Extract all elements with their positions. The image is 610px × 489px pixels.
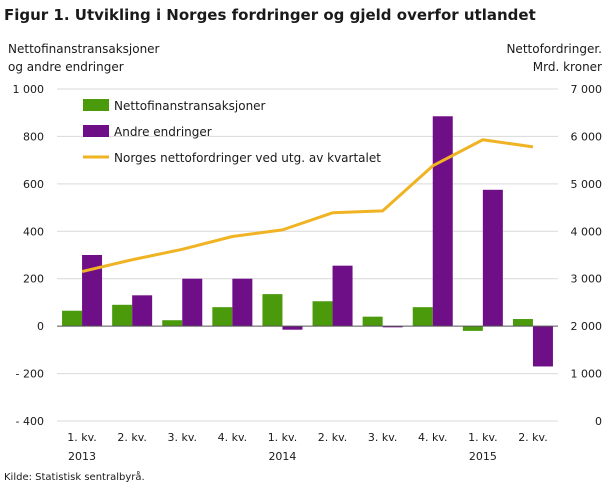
y-right-tick-label: 7 000 [571,83,603,96]
x-year-label: 2015 [469,450,497,463]
left-axis-title-line-1: Nettofinanstransaksjoner [8,42,160,56]
bar-other-changes [232,278,253,327]
left-axis-title: Nettofinanstransaksjoner og andre endrin… [8,40,160,76]
bar-other-changes [132,295,153,327]
x-quarter-label: 4. kv. [218,431,248,444]
right-axis-title-line-2: Mrd. kroner [532,60,602,74]
legend-swatch-other-changes [83,125,109,137]
bar-net-transactions [112,304,133,327]
x-quarter-label: 1. kv. [67,431,97,444]
bar-other-changes [432,116,453,327]
source-note: Kilde: Statistisk sentralbyrå. [4,472,145,483]
bar-net-transactions [362,316,383,327]
bar-other-changes [382,326,403,328]
bar-net-transactions [62,310,83,327]
y-left-tick-label: 600 [23,178,44,191]
y-right-tick-label: 2 000 [571,320,603,333]
bar-net-transactions [162,320,183,327]
bar-other-changes [182,278,203,327]
bar-net-transactions [512,319,533,327]
x-year-label: 2013 [68,450,96,463]
y-right-tick-label: 3 000 [571,273,603,286]
right-axis-title-line-1: Nettofordringer. [506,42,602,56]
right-axis-title: Nettofordringer. Mrd. kroner [506,40,602,76]
bar-other-changes [532,326,553,367]
bar-net-transactions [462,326,483,331]
x-quarter-label: 2. kv. [318,431,348,444]
bar-other-changes [482,189,503,327]
y-left-tick-label: - 200 [16,368,44,381]
bar-net-transactions [312,301,333,327]
x-quarter-label: 4. kv. [418,431,448,444]
bar-net-transactions [262,294,283,327]
y-left-tick-label: 0 [37,320,44,333]
y-left-tick-label: 800 [23,130,44,143]
y-left-tick-label: 400 [23,225,44,238]
y-right-tick-label: 4 000 [571,225,603,238]
legend-label-net-transactions: Nettofinanstransaksjoner [114,99,266,113]
bar-other-changes [332,265,353,327]
x-quarter-label: 3. kv. [167,431,197,444]
y-right-tick-label: 1 000 [571,368,603,381]
y-right-tick-label: 0 [595,415,602,428]
x-year-label: 2014 [268,450,296,463]
y-left-tick-label: - 400 [16,415,44,428]
legend-swatch-net-transactions [83,99,109,111]
bar-other-changes [82,255,103,327]
bar-net-transactions [212,307,233,327]
y-left-tick-label: 1 000 [13,83,45,96]
bar-other-changes [282,326,303,330]
legend-label-other-changes: Andre endringer [114,125,212,139]
y-right-tick-label: 5 000 [571,178,603,191]
x-quarter-label: 1. kv. [468,431,498,444]
left-axis-title-line-2: og andre endringer [8,60,124,74]
y-right-tick-label: 6 000 [571,130,603,143]
line-net-claims [81,138,534,274]
x-quarter-label: 3. kv. [368,431,398,444]
x-quarter-label: 2. kv. [518,431,548,444]
x-quarter-label: 1. kv. [268,431,298,444]
y-left-tick-label: 200 [23,273,44,286]
legend-label-net-claims: Norges nettofordringer ved utg. av kvart… [114,151,381,165]
chart-title: Figur 1. Utvikling i Norges fordringer o… [4,6,536,24]
bar-net-transactions [412,307,433,327]
x-quarter-label: 2. kv. [117,431,147,444]
